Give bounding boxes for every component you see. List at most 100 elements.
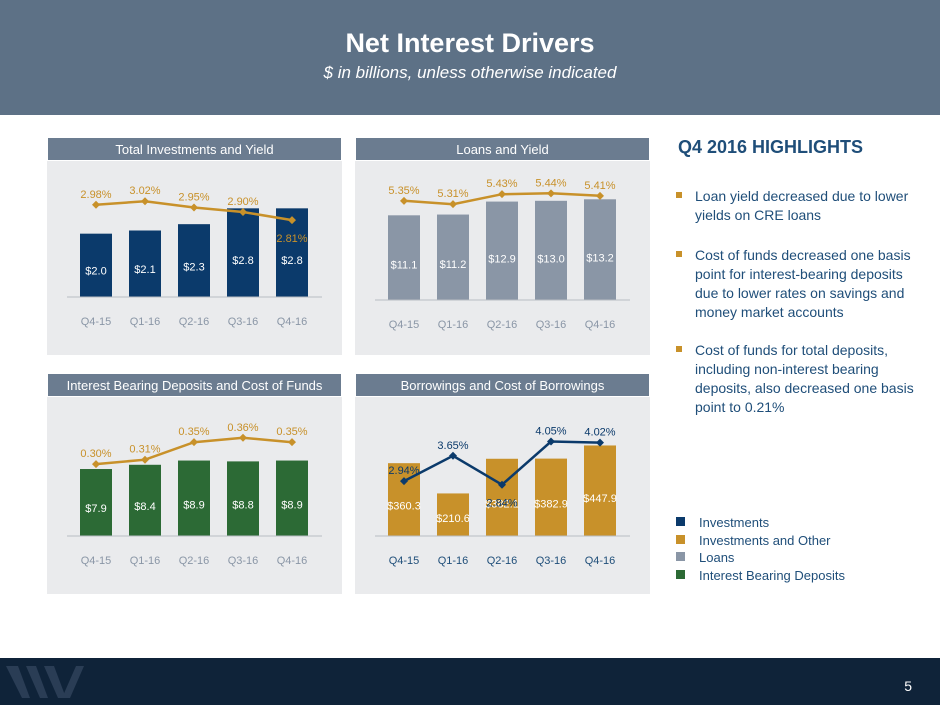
bar-label: $2.8 <box>281 255 302 267</box>
x-tick-label: Q4-16 <box>277 555 308 567</box>
highlight-bullet: Cost of funds decreased one basis point … <box>676 246 916 322</box>
line-marker <box>288 216 296 225</box>
x-tick-label: Q3-16 <box>228 316 259 328</box>
line-label: 5.41% <box>584 180 615 192</box>
line-label: 3.65% <box>437 440 468 452</box>
x-tick-label: Q2-16 <box>179 316 210 328</box>
legend-swatch <box>676 552 685 561</box>
bar-label: $2.8 <box>232 255 253 267</box>
bar <box>584 445 616 536</box>
x-tick-label: Q3-16 <box>536 319 567 331</box>
bar-label: $13.0 <box>537 253 565 265</box>
line-marker <box>190 438 198 447</box>
line-label: 5.44% <box>535 177 566 189</box>
bullet-square-icon <box>676 192 682 198</box>
line-marker <box>239 208 247 216</box>
x-tick-label: Q4-16 <box>277 316 308 328</box>
bar <box>535 200 567 300</box>
legend-swatch <box>676 569 685 579</box>
bar <box>80 233 112 297</box>
x-tick-label: Q1-16 <box>438 555 469 567</box>
x-tick-label: Q4-15 <box>81 555 112 567</box>
x-tick-label: Q2-16 <box>487 319 518 331</box>
bar-label: $2.1 <box>134 264 155 276</box>
footer-bar: 5 <box>0 658 940 705</box>
bar-label: $8.8 <box>232 500 253 512</box>
line-label: 2.94% <box>388 465 419 477</box>
page-number: 5 <box>904 678 912 694</box>
bar-label: $2.0 <box>85 265 106 277</box>
bar <box>129 464 161 536</box>
line-label: 0.30% <box>80 448 111 460</box>
x-tick-label: Q4-15 <box>389 319 420 331</box>
line-marker <box>190 203 198 212</box>
company-logo-icon <box>6 666 84 698</box>
line-label: 5.35% <box>388 185 419 197</box>
line-label: 5.43% <box>486 178 517 190</box>
line-label: 4.02% <box>584 427 615 439</box>
x-tick-label: Q4-16 <box>585 555 616 567</box>
line-marker <box>498 480 506 489</box>
bar-label: $8.9 <box>183 499 204 511</box>
legend-label: Loans <box>699 550 735 565</box>
chart-deposits: $7.9 $8.4 $8.9 $8.8 $8.9 Q4-15 Q1-16 Q2-16 Q3-16… <box>67 422 322 567</box>
bar-label: $7.9 <box>85 503 106 515</box>
bar-label: $382.1 <box>485 499 519 511</box>
line-label: 5.31% <box>437 188 468 200</box>
line-marker <box>400 477 408 486</box>
line-marker <box>141 455 149 464</box>
line-marker <box>547 189 555 198</box>
x-tick-label: Q2-16 <box>487 555 518 567</box>
line-label: 2.98% <box>80 189 111 201</box>
line-marker <box>498 190 506 199</box>
line-label: 2.95% <box>178 192 209 204</box>
x-tick-label: Q4-16 <box>585 319 616 331</box>
bar <box>437 493 469 536</box>
line-marker <box>547 437 555 446</box>
x-tick-label: Q2-16 <box>179 555 210 567</box>
highlight-text: Cost of funds decreased one basis point … <box>695 247 911 320</box>
x-tick-label: Q3-16 <box>228 555 259 567</box>
highlight-bullet: Cost of funds for total deposits, includ… <box>676 341 916 417</box>
line-marker <box>239 433 247 442</box>
bar-label: $11.2 <box>440 259 467 271</box>
line-label: 3.02% <box>129 185 160 197</box>
bar <box>486 201 518 300</box>
bar-label: $382.9 <box>534 498 568 510</box>
line-marker <box>288 438 296 447</box>
line-marker <box>92 460 100 469</box>
legend-label: Investments and Other <box>699 532 831 548</box>
line-marker <box>596 438 604 447</box>
header-banner: Net Interest Drivers $ in billions, unle… <box>0 0 940 115</box>
bar <box>129 230 161 297</box>
line-label: 0.36% <box>227 422 258 434</box>
bar-label: $447.9 <box>583 493 617 505</box>
highlight-text: Cost of funds for total deposits, includ… <box>695 342 914 415</box>
chart-investments: $2.0 $2.1 $2.3 $2.8 $2.8 Q4-15 Q1-16 Q2-16 Q3-16… <box>67 185 322 328</box>
x-tick-label: Q1-16 <box>130 555 161 567</box>
bar <box>535 458 567 536</box>
page-title: Net Interest Drivers <box>345 28 595 58</box>
bar-label: $2.3 <box>183 261 204 273</box>
line-marker <box>596 191 604 200</box>
bar-label: $11.1 <box>391 259 418 271</box>
bar <box>227 208 259 297</box>
line-label: 0.35% <box>178 426 209 438</box>
chart-title-deposits: Interest Bearing Deposits and Cost of Fu… <box>47 373 342 397</box>
line-marker <box>141 197 149 206</box>
chart-title-loans: Loans and Yield <box>355 137 650 161</box>
bar-label: $8.9 <box>281 499 302 511</box>
line-marker <box>449 200 457 209</box>
bar-label: $13.2 <box>586 253 614 265</box>
chart-title-investments: Total Investments and Yield <box>47 137 342 161</box>
legend-label: Investments <box>699 515 770 530</box>
x-tick-label: Q4-15 <box>81 316 112 328</box>
bar-label: $210.6 <box>436 513 470 525</box>
bar <box>486 458 518 536</box>
bar <box>388 215 420 300</box>
line-marker <box>92 200 100 209</box>
highlight-bullet: Loan yield decreased due to lower yields… <box>676 187 916 225</box>
bullet-square-icon <box>676 346 682 352</box>
x-tick-label: Q4-15 <box>389 555 420 567</box>
line-label: 4.05% <box>535 426 566 438</box>
